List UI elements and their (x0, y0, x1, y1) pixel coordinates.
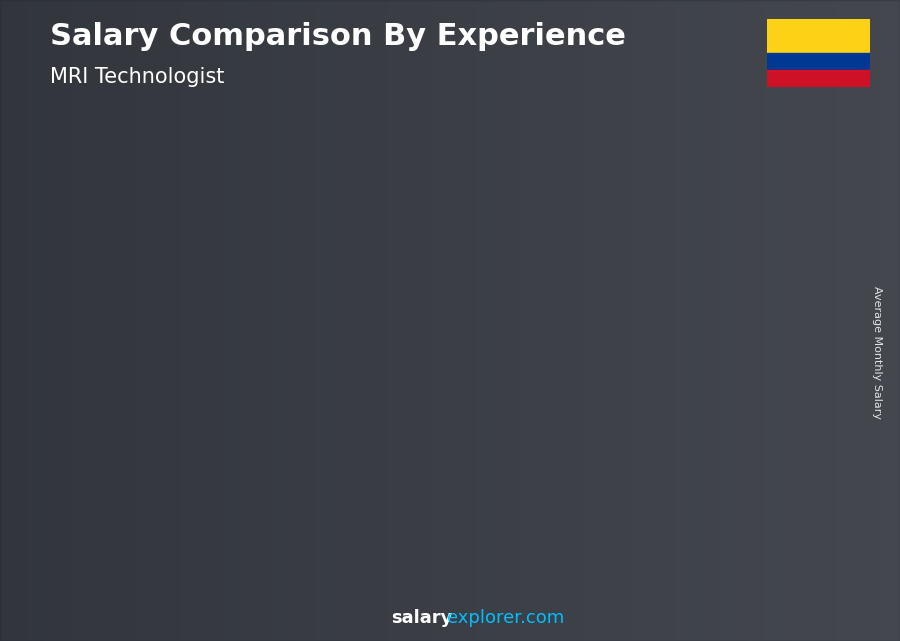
Text: explorer.com: explorer.com (447, 609, 564, 627)
Bar (349, 357, 410, 365)
Text: 4,840,000 COP: 4,840,000 COP (592, 276, 690, 289)
Text: 3,760,000 COP: 3,760,000 COP (346, 337, 445, 350)
Bar (476, 316, 536, 326)
Bar (728, 276, 788, 288)
Bar (97, 450, 106, 455)
Bar (223, 411, 283, 417)
Bar (602, 296, 662, 306)
Text: +32%: +32% (161, 362, 224, 381)
Bar (767, 19, 870, 53)
Bar (223, 411, 232, 417)
Bar (97, 450, 157, 455)
Text: +7%: +7% (673, 221, 723, 240)
Bar (788, 276, 794, 570)
Bar (157, 450, 163, 570)
Text: Average Monthly Salary: Average Monthly Salary (872, 286, 883, 419)
Bar (728, 276, 737, 288)
Bar (602, 296, 662, 570)
Bar (349, 357, 358, 365)
Text: 2,120,000 COP: 2,120,000 COP (74, 430, 173, 444)
Text: salary: salary (392, 609, 453, 627)
Bar (602, 296, 611, 306)
Text: +8%: +8% (547, 242, 597, 261)
Bar (283, 411, 289, 570)
Bar (536, 316, 542, 570)
Bar (767, 70, 870, 87)
Bar (349, 357, 410, 570)
Text: 4,480,000 COP: 4,480,000 COP (465, 296, 564, 310)
Text: +34%: +34% (288, 307, 351, 326)
Bar (97, 450, 157, 570)
Bar (410, 357, 415, 570)
Text: +19%: +19% (414, 264, 477, 283)
Text: 2,810,000 COP: 2,810,000 COP (225, 391, 325, 404)
Bar (728, 276, 788, 570)
Text: MRI Technologist: MRI Technologist (50, 67, 224, 87)
Text: 5,190,000 COP: 5,190,000 COP (712, 256, 811, 269)
Bar (223, 411, 283, 570)
Bar (662, 296, 668, 570)
Bar (476, 316, 536, 570)
Text: Salary Comparison By Experience: Salary Comparison By Experience (50, 22, 625, 51)
Bar (476, 316, 485, 326)
Bar (767, 53, 870, 70)
